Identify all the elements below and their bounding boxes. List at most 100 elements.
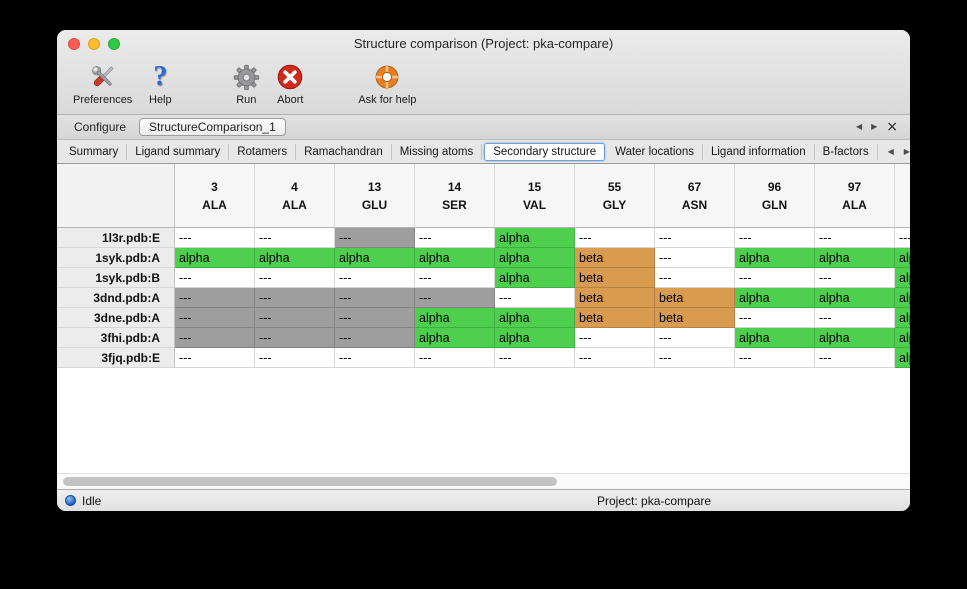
column-residue: SER bbox=[442, 197, 467, 212]
run-button[interactable]: Run bbox=[224, 58, 268, 106]
column-number: 15 bbox=[527, 179, 542, 194]
table-row: 1syk.pdb:A alpha alpha alpha alpha alpha beta -… bbox=[57, 248, 910, 268]
column-residue: VAL bbox=[522, 197, 547, 212]
preferences-label: Preferences bbox=[73, 94, 133, 106]
column-residue: GLY bbox=[602, 197, 627, 212]
table-cell: --- bbox=[335, 268, 415, 288]
table-cell: --- bbox=[495, 288, 575, 308]
column-header: 97 ALA bbox=[815, 164, 895, 228]
column-residue: ALA bbox=[202, 197, 227, 212]
table-cell: alpha bbox=[895, 248, 910, 268]
tab-b-factors[interactable]: B-factors bbox=[815, 143, 878, 160]
table-cell: --- bbox=[735, 228, 815, 248]
window-chrome: Structure comparison (Project: pka-compa… bbox=[57, 30, 910, 115]
table-cell: --- bbox=[175, 288, 255, 308]
zoom-window-button[interactable] bbox=[108, 37, 120, 50]
tab-ligand-summary[interactable]: Ligand summary bbox=[127, 143, 230, 160]
table-cell: --- bbox=[815, 308, 895, 328]
table-cell: --- bbox=[335, 328, 415, 348]
title-bar[interactable]: Structure comparison (Project: pka-compa… bbox=[57, 30, 910, 57]
column-residue: GLN bbox=[761, 197, 788, 212]
tab-water-locations[interactable]: Water locations bbox=[607, 143, 703, 160]
table-cell: --- bbox=[255, 328, 335, 348]
table-cell: --- bbox=[255, 268, 335, 288]
table-cell: alpha bbox=[415, 328, 495, 348]
view-tabs-next-icon[interactable]: ▶ bbox=[903, 146, 910, 156]
horizontal-scrollbar-thumb[interactable] bbox=[63, 477, 557, 486]
table-cell: --- bbox=[655, 228, 735, 248]
status-bar: Idle Project: pka-compare bbox=[57, 489, 910, 511]
table-cell: --- bbox=[255, 228, 335, 248]
column-header bbox=[895, 164, 910, 228]
table-cell: beta bbox=[655, 288, 735, 308]
table-cell: beta bbox=[575, 308, 655, 328]
tab-ramachandran[interactable]: Ramachandran bbox=[296, 143, 392, 160]
help-button[interactable]: ? Help bbox=[138, 58, 182, 107]
doc-tabs-next-icon[interactable]: ▶ bbox=[871, 122, 878, 131]
minimize-window-button[interactable] bbox=[88, 37, 100, 50]
doc-tab-close-icon[interactable]: × bbox=[886, 119, 898, 135]
preferences-tools-icon bbox=[87, 60, 119, 94]
table-cell: --- bbox=[415, 348, 495, 368]
column-residue: ALA bbox=[842, 197, 867, 212]
table-cell: alpha bbox=[895, 268, 910, 288]
table-cell: --- bbox=[895, 228, 910, 248]
table-cell: beta bbox=[655, 308, 735, 328]
document-tab-bar: Configure StructureComparison_1 ◀ ▶ × bbox=[57, 115, 910, 140]
tab-missing-atoms[interactable]: Missing atoms bbox=[392, 143, 483, 160]
column-number: 55 bbox=[607, 179, 622, 194]
tab-summary[interactable]: Summary bbox=[61, 143, 128, 160]
preferences-button[interactable]: Preferences bbox=[67, 58, 138, 106]
table-header-row: 3 ALA 4 ALA 13 GLU 14 SER 15 VAL 55 GLY 67 ASN 96 GLN 97… bbox=[57, 164, 910, 228]
table-cell: --- bbox=[335, 348, 415, 368]
run-gear-icon bbox=[230, 60, 262, 94]
table-cell: --- bbox=[655, 328, 735, 348]
column-header: 4 ALA bbox=[255, 164, 335, 228]
tab-ligand-information[interactable]: Ligand information bbox=[703, 143, 815, 160]
table-cell: alpha bbox=[495, 308, 575, 328]
doc-tabs-prev-icon[interactable]: ◀ bbox=[855, 122, 863, 131]
table-cell: alpha bbox=[415, 248, 495, 268]
lifebuoy-icon bbox=[371, 60, 403, 94]
abort-x-icon bbox=[274, 60, 306, 94]
row-label: 1syk.pdb:A bbox=[57, 248, 175, 268]
view-tabs-prev-icon[interactable]: ◀ bbox=[887, 146, 894, 156]
table-cell: --- bbox=[575, 228, 655, 248]
column-header: 13 GLU bbox=[335, 164, 415, 228]
table-cell: --- bbox=[655, 348, 735, 368]
tab-configure[interactable]: Configure bbox=[74, 120, 127, 134]
horizontal-scrollbar[interactable] bbox=[57, 473, 910, 489]
table-cell: --- bbox=[335, 288, 415, 308]
abort-label: Abort bbox=[277, 94, 304, 106]
table-cell: alpha bbox=[895, 328, 910, 348]
view-tab-bar: Summary Ligand summary Rotamers Ramachan… bbox=[57, 140, 910, 164]
status-idle-icon bbox=[65, 495, 76, 506]
column-number: 96 bbox=[767, 179, 782, 194]
table-cell: --- bbox=[175, 308, 255, 328]
ask-for-help-button[interactable]: Ask for help bbox=[352, 58, 422, 106]
tab-secondary-structure[interactable]: Secondary structure bbox=[484, 142, 606, 161]
table-cell: alpha bbox=[735, 328, 815, 348]
table-cell: alpha bbox=[495, 328, 575, 348]
table-cell: alpha bbox=[335, 248, 415, 268]
table-cell: beta bbox=[575, 268, 655, 288]
table-cell: alpha bbox=[815, 288, 895, 308]
table-cell: beta bbox=[575, 288, 655, 308]
table-cell: --- bbox=[175, 268, 255, 288]
table-cell: --- bbox=[735, 348, 815, 368]
secondary-structure-table: 3 ALA 4 ALA 13 GLU 14 SER 15 VAL 55 GLY 67 ASN 96 GLN 97… bbox=[57, 164, 910, 473]
tab-rotamers[interactable]: Rotamers bbox=[229, 143, 297, 160]
table-cell: --- bbox=[655, 268, 735, 288]
column-number: 13 bbox=[367, 179, 382, 194]
column-header: 55 GLY bbox=[575, 164, 655, 228]
table-row: 3fjq.pdb:E---------------------------alp… bbox=[57, 348, 910, 368]
tab-structurecomparison-1[interactable]: StructureComparison_1 bbox=[139, 118, 286, 136]
table-cell: --- bbox=[735, 268, 815, 288]
table-cell: alpha bbox=[495, 268, 575, 288]
ask-for-help-label: Ask for help bbox=[358, 94, 417, 106]
abort-button[interactable]: Abort bbox=[268, 58, 312, 106]
close-window-button[interactable] bbox=[68, 37, 80, 50]
project-label: Project: pka-compare bbox=[597, 493, 712, 508]
table-cell: --- bbox=[655, 248, 735, 268]
